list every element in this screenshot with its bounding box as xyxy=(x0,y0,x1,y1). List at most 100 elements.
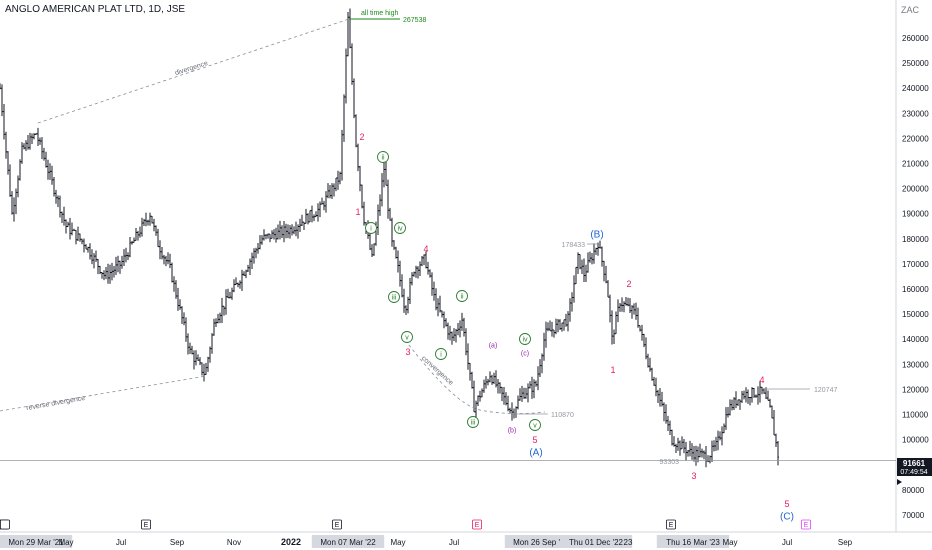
arrow-marker xyxy=(897,479,902,485)
y-tick-label: 210000 xyxy=(902,160,929,169)
wave-label: iii xyxy=(471,419,476,426)
wave-label: 4 xyxy=(423,244,428,254)
y-tick-label: 250000 xyxy=(902,59,929,68)
x-tick-label: Jul xyxy=(449,538,459,547)
last-price-countdown: 07:49:54 xyxy=(900,469,927,476)
earnings-marker-label: E xyxy=(804,522,809,529)
last-price-value: 91661 xyxy=(903,459,926,468)
earnings-marker-label: E xyxy=(144,522,149,529)
wave-circle xyxy=(365,222,377,234)
wave-label: (b) xyxy=(508,427,517,434)
wave-label: 3 xyxy=(691,471,696,481)
wave-label: (a) xyxy=(489,342,498,349)
wave-label: 1 xyxy=(610,365,615,375)
wave-label: (c) xyxy=(521,350,529,357)
earnings-marker-label: E xyxy=(475,522,480,529)
reverse-divergence-label: reverse divergence xyxy=(26,395,86,412)
y-tick-label: 140000 xyxy=(902,335,929,344)
level-label: 120747 xyxy=(814,387,837,394)
x-tick-highlight xyxy=(311,535,385,548)
x-tick-label: Sep xyxy=(170,538,185,547)
earnings-marker-label: E xyxy=(669,522,674,529)
x-tick-label: Jul xyxy=(116,538,126,547)
x-tick-label: Thu 16 Mar '23 xyxy=(666,538,720,547)
wave-label: 2 xyxy=(626,279,631,289)
earnings-marker-label: E xyxy=(335,522,340,529)
chart-title: ANGLO AMERICAN PLAT LTD, 1D, JSE xyxy=(5,4,186,15)
wave-label: 2 xyxy=(359,132,364,142)
y-tick-label: 180000 xyxy=(902,235,929,244)
x-tick-highlight xyxy=(504,535,578,548)
x-tick-label: Thu 01 Dec '22 xyxy=(569,538,624,547)
y-tick-label: 80000 xyxy=(902,486,925,495)
x-tick-label: Mon 26 Sep '22 xyxy=(513,538,569,547)
wave-label: v xyxy=(405,334,409,341)
y-tick-label: 160000 xyxy=(902,285,929,294)
divergence-line xyxy=(37,18,350,124)
ath-label: all time high xyxy=(361,10,398,17)
y-tick-label: 190000 xyxy=(902,210,929,219)
wave-circle xyxy=(529,419,541,431)
wave-label: 3 xyxy=(405,347,410,357)
wave-circle xyxy=(401,331,413,343)
earnings-marker xyxy=(332,519,342,530)
earnings-marker xyxy=(0,519,10,530)
divergence-label: divergence xyxy=(174,60,209,77)
y-tick-label: 230000 xyxy=(902,109,929,118)
x-tick-label: 23 xyxy=(624,538,633,547)
x-tick-label: 2022 xyxy=(281,537,301,547)
reverse-divergence-line xyxy=(0,375,207,412)
wave-label: (A) xyxy=(529,448,542,459)
wave-circle xyxy=(456,290,468,302)
y-tick-label: 260000 xyxy=(902,34,929,43)
x-tick-label: Mon 07 Mar '22 xyxy=(320,538,376,547)
x-tick-label: Sep xyxy=(838,538,853,547)
earnings-marker xyxy=(472,519,482,530)
wave-circle xyxy=(394,222,406,234)
earnings-marker xyxy=(141,519,151,530)
x-tick-label: Nov xyxy=(227,538,241,547)
wave-label: i xyxy=(370,225,372,232)
y-tick-label: 100000 xyxy=(902,436,929,445)
x-tick-highlight xyxy=(559,535,633,548)
last-price-tag xyxy=(897,458,932,476)
wave-label: iii xyxy=(392,294,397,301)
earnings-marker xyxy=(801,519,811,530)
y-tick-label: 150000 xyxy=(902,310,929,319)
scale-unit-label: ZAC xyxy=(901,5,919,15)
wave-label: v xyxy=(533,422,537,429)
wave-label: ii xyxy=(460,293,464,300)
convergence-line xyxy=(404,339,546,414)
wave-label: (C) xyxy=(780,512,794,523)
wave-label: 4 xyxy=(759,375,764,385)
wave-circle xyxy=(388,291,400,303)
x-tick-label: Mon 29 Mar '21 xyxy=(8,538,64,547)
x-tick-highlight xyxy=(0,535,73,548)
x-tick-label: Jul xyxy=(782,538,792,547)
convergence-label: convergence xyxy=(420,355,455,387)
level-label: 178433 xyxy=(562,242,585,249)
wave-label: 1 xyxy=(355,207,360,217)
level-label: 93303 xyxy=(660,459,680,466)
y-tick-label: 130000 xyxy=(902,360,929,369)
wave-circle xyxy=(519,333,531,345)
ath-value: 267538 xyxy=(403,17,426,24)
wave-circle xyxy=(377,151,389,163)
wave-label: (B) xyxy=(590,230,603,241)
x-tick-highlight xyxy=(656,535,730,548)
wave-label: i xyxy=(440,351,442,358)
y-tick-label: 170000 xyxy=(902,260,929,269)
x-tick-label: May xyxy=(722,538,737,547)
y-tick-label: 120000 xyxy=(902,385,929,394)
wave-label: iv xyxy=(397,225,403,232)
wave-label: 5 xyxy=(532,435,537,445)
wave-label: 5 xyxy=(784,499,789,509)
wave-label: iv xyxy=(522,336,528,343)
wave-circle xyxy=(467,416,479,428)
earnings-marker xyxy=(666,519,676,530)
wave-circle xyxy=(435,348,447,360)
y-tick-label: 110000 xyxy=(902,411,929,420)
x-tick-label: May xyxy=(58,538,73,547)
y-tick-label: 240000 xyxy=(902,84,929,93)
